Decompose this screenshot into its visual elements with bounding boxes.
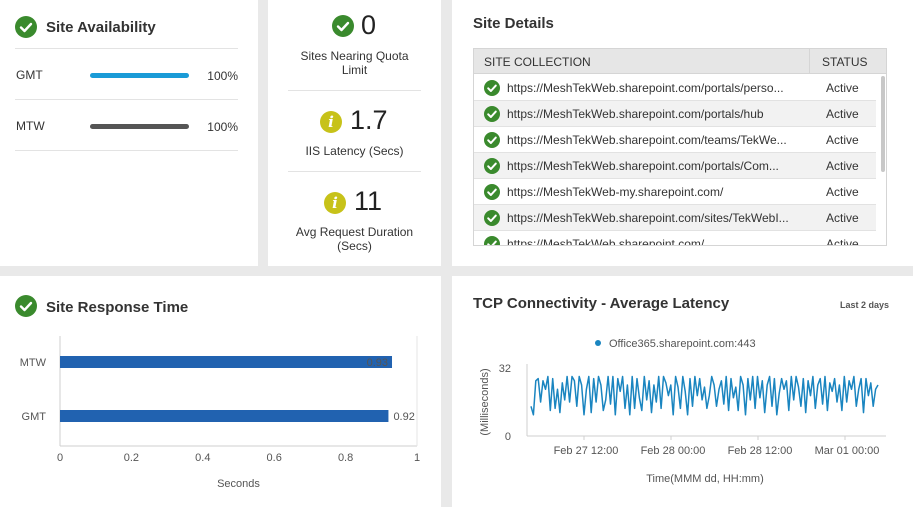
response-time-chart: MTW 0.93 GMT 0.92 0 0.2 0.4 0.6 0.8 1 Seconds <box>20 336 420 490</box>
x-tick-label: Feb 28 00:00 <box>641 445 706 457</box>
info-icon: i <box>320 111 342 133</box>
divider <box>288 90 421 91</box>
column-header-site-collection[interactable]: SITE COLLECTION <box>484 55 591 69</box>
tcp-connectivity-panel: TCP Connectivity - Average Latency Last … <box>452 276 913 507</box>
check-icon <box>484 132 500 148</box>
site-status: Active <box>826 107 859 121</box>
region-label: MTW <box>16 119 45 133</box>
check-icon <box>332 15 354 37</box>
site-url[interactable]: https://MeshTekWeb.sharepoint.com/teams/… <box>507 133 787 147</box>
x-tick-label: Mar 01 00:00 <box>815 445 880 457</box>
availability-percent: 100% <box>207 69 238 83</box>
site-url[interactable]: https://MeshTekWeb.sharepoint.com/portal… <box>507 81 784 95</box>
check-icon <box>484 210 500 226</box>
divider <box>15 48 238 49</box>
x-axis-title: Time(MMM dd, HH:mm) <box>646 473 764 485</box>
category-label: MTW <box>20 357 47 369</box>
metrics-panel: 0 Sites Nearing Quota Limit i 1.7 IIS La… <box>268 0 441 266</box>
divider <box>288 171 421 172</box>
bar <box>60 410 389 422</box>
metric-value: 11 <box>354 186 383 216</box>
site-availability-panel: Site Availability GMT 100% MTW 100% <box>0 0 258 266</box>
latency-chart: Office365.sharepoint.com:443 0 32 (Millisec… <box>479 338 886 485</box>
site-response-time-panel: Site Response Time MTW 0.93 GMT 0.92 0 0.2 0.4… <box>0 276 441 507</box>
data-label: 0.92 <box>393 411 414 423</box>
divider <box>15 150 238 151</box>
region-label: GMT <box>16 68 43 82</box>
bar <box>60 356 393 368</box>
x-tick-label: Feb 27 12:00 <box>554 445 619 457</box>
site-status: Active <box>826 237 859 246</box>
check-icon <box>15 16 37 38</box>
scrollbar-thumb[interactable] <box>881 76 885 172</box>
series-line <box>530 375 879 416</box>
legend-label: Office365.sharepoint.com:443 <box>609 338 756 350</box>
availability-bar <box>90 124 189 129</box>
site-status: Active <box>826 133 859 147</box>
table-row[interactable]: https://MeshTekWeb.sharepoint.com/portal… <box>474 75 876 101</box>
column-separator <box>809 49 810 74</box>
data-label: 0.93 <box>367 357 388 369</box>
y-tick-label: 0 <box>505 431 511 443</box>
panel-title: TCP Connectivity - Average Latency <box>473 295 730 312</box>
y-tick-label: 32 <box>499 363 511 375</box>
table-row[interactable]: https://MeshTekWeb.sharepoint.com/portal… <box>474 153 876 179</box>
site-details-table[interactable]: SITE COLLECTION STATUS https://MeshTekWe… <box>473 48 887 246</box>
panel-title: Site Availability <box>46 19 156 36</box>
table-row[interactable]: https://MeshTekWeb.sharepoint.com/Active <box>474 231 876 246</box>
table-row[interactable]: https://MeshTekWeb.sharepoint.com/sites/… <box>474 205 876 231</box>
x-tick-label: 1 <box>414 452 420 464</box>
x-tick-label: 0.4 <box>195 452 210 464</box>
table-row[interactable]: https://MeshTekWeb.sharepoint.com/portal… <box>474 101 876 127</box>
site-status: Active <box>826 211 859 225</box>
site-status: Active <box>826 159 859 173</box>
site-url[interactable]: https://MeshTekWeb.sharepoint.com/sites/… <box>507 211 789 225</box>
category-label: GMT <box>22 411 47 423</box>
metric-label: IIS Latency (Secs) <box>305 144 404 158</box>
panel-title: Site Response Time <box>46 299 189 316</box>
x-tick-label: 0.2 <box>124 452 139 464</box>
time-range-label[interactable]: Last 2 days <box>840 300 890 310</box>
site-url[interactable]: https://MeshTekWeb.sharepoint.com/portal… <box>507 159 779 173</box>
site-url[interactable]: https://MeshTekWeb.sharepoint.com/portal… <box>507 107 764 121</box>
table-row[interactable]: https://MeshTekWeb.sharepoint.com/teams/… <box>474 127 876 153</box>
availability-percent: 100% <box>207 120 238 134</box>
table-row[interactable]: https://MeshTekWeb-my.sharepoint.com/Act… <box>474 179 876 205</box>
site-url[interactable]: https://MeshTekWeb.sharepoint.com/ <box>507 237 705 246</box>
column-header-status[interactable]: STATUS <box>822 55 868 69</box>
site-status: Active <box>826 185 859 199</box>
metric-value: 0 <box>361 10 377 40</box>
x-axis-title: Seconds <box>217 478 260 490</box>
check-icon <box>15 295 37 317</box>
check-icon <box>484 80 500 96</box>
legend-marker <box>595 340 601 346</box>
site-url[interactable]: https://MeshTekWeb-my.sharepoint.com/ <box>507 185 724 199</box>
metric-value: 1.7 <box>350 105 388 135</box>
check-icon <box>484 158 500 174</box>
table-header: SITE COLLECTION STATUS <box>474 49 886 74</box>
divider <box>15 99 238 100</box>
site-details-panel: Site Details SITE COLLECTION STATUS http… <box>452 0 913 266</box>
x-tick-label: Feb 28 12:00 <box>728 445 793 457</box>
check-icon <box>484 184 500 200</box>
x-tick-label: 0.8 <box>338 452 353 464</box>
metric-label: Avg Request Duration (Secs) <box>295 225 414 253</box>
x-tick-label: 0.6 <box>267 452 282 464</box>
panel-title: Site Details <box>473 15 554 32</box>
check-icon <box>484 106 500 122</box>
x-tick-label: 0 <box>57 452 63 464</box>
y-axis-title: (Milliseconds) <box>479 368 491 435</box>
info-icon: i <box>324 192 346 214</box>
site-status: Active <box>826 81 859 95</box>
availability-bar <box>90 73 189 78</box>
check-icon <box>484 236 500 245</box>
metric-label: Sites Nearing Quota Limit <box>300 49 409 77</box>
